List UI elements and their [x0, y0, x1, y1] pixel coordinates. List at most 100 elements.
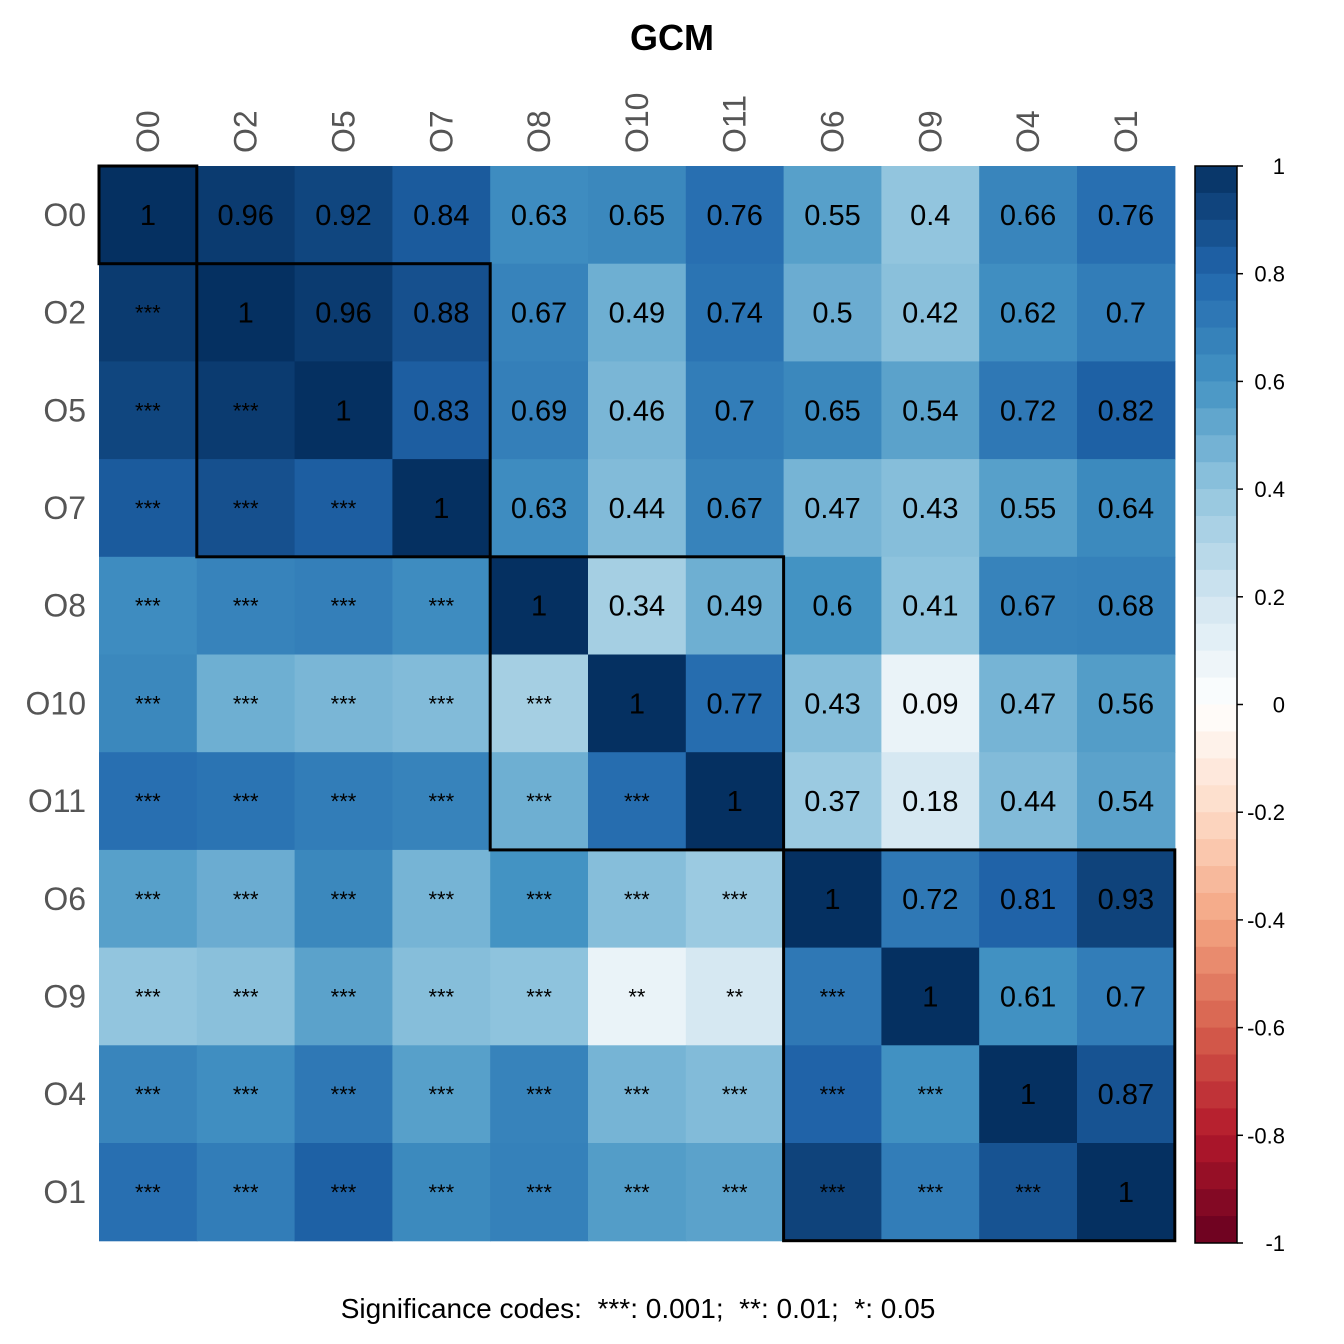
heatmap-cell-O0-O7 [392, 166, 491, 265]
heatmap-cell-O6-O4 [979, 849, 1078, 949]
cell-value-label: 0.54 [902, 395, 958, 427]
cell-significance-label: *** [722, 1180, 748, 1205]
heatmap-cell-O5-O7 [392, 361, 491, 460]
legend-color-band [1195, 569, 1237, 598]
legend-color-band [1195, 758, 1237, 786]
heatmap-cell-O7-O4 [979, 459, 1078, 558]
cell-significance-label: *** [428, 789, 454, 814]
cell-significance-label: *** [722, 887, 748, 912]
heatmap-cell-O7-O8 [490, 459, 589, 558]
heatmap-cell-O4-O4 [979, 1045, 1078, 1144]
cell-significance-label: *** [526, 691, 552, 716]
cell-value-label: 0.6 [812, 591, 852, 623]
cell-value-label: 0.96 [315, 298, 371, 330]
cell-significance-label: *** [233, 984, 259, 1009]
column-label: O7 [423, 110, 459, 153]
cell-value-label: 1 [140, 200, 156, 232]
cell-significance-label: *** [135, 496, 161, 521]
cell-value-label: 0.96 [217, 200, 273, 232]
legend-color-band [1195, 462, 1237, 490]
legend-color-band [1195, 1027, 1237, 1056]
cluster-box [97, 164, 199, 266]
legend-color-band [1195, 1189, 1237, 1217]
legend-color-band [1195, 192, 1237, 221]
cell-significance-label: *** [526, 1082, 552, 1107]
heatmap-cell-O8-O2 [196, 556, 296, 656]
heatmap-cell-O6-O2 [196, 849, 296, 949]
heatmap-cell-O9-O7 [392, 947, 491, 1046]
legend-tick-label: -1 [1265, 1231, 1285, 1256]
heatmap-cell-O9-O9 [881, 947, 980, 1046]
heatmap-cell-O5-O8 [490, 361, 589, 460]
heatmap-cell-O10-O0 [99, 654, 198, 753]
heatmap-cell-O7-O10 [588, 459, 687, 558]
heatmap-cell-O7-O1 [1077, 459, 1176, 558]
heatmap-cell-O5-O10 [588, 361, 687, 460]
row-label: O6 [43, 881, 86, 917]
legend-color-band [1195, 704, 1237, 732]
cell-significance-label: *** [233, 789, 259, 814]
legend-tick-label: -0.8 [1247, 1123, 1285, 1148]
heatmap-cell-O11-O5 [294, 752, 393, 851]
heatmap-cell-O6-O9 [881, 849, 980, 949]
cell-significance-label: *** [135, 984, 161, 1009]
legend-color-band [1195, 354, 1237, 382]
heatmap-cell-O1-O10 [588, 1143, 687, 1242]
row-label: O4 [43, 1076, 86, 1112]
heatmap-cell-O10-O8 [490, 654, 589, 753]
legend-color-band [1195, 596, 1237, 625]
cell-significance-label: *** [428, 594, 454, 619]
heatmap-cell-O4-O8 [490, 1045, 589, 1144]
cell-significance-label: *** [331, 887, 357, 912]
legend-color-band [1195, 300, 1237, 329]
cell-value-label: 0.76 [706, 200, 762, 232]
heatmap-cell-O10-O7 [392, 654, 491, 753]
cell-value-label: 1 [824, 884, 840, 916]
column-label: O11 [717, 95, 753, 153]
heatmap-cell-O0-O8 [490, 166, 589, 265]
cell-significance-label: *** [428, 691, 454, 716]
heatmap-cell-O10-O10 [588, 654, 687, 753]
column-label: O1 [1108, 110, 1144, 153]
legend-color-band [1195, 381, 1237, 409]
column-label: O8 [521, 110, 557, 153]
heatmap-cell-O0-O11 [685, 166, 785, 265]
heatmap-cell-O7-O11 [685, 459, 785, 558]
heatmap-cell-O10-O6 [783, 654, 882, 753]
cell-value-label: 1 [629, 688, 645, 720]
cell-value-label: 0.67 [511, 298, 567, 330]
row-label: O1 [43, 1174, 86, 1210]
heatmap-cell-O1-O11 [685, 1143, 785, 1242]
legend-color-band [1195, 166, 1237, 194]
legend-tick-label: 0.8 [1254, 262, 1285, 287]
cell-value-label: 0.62 [1000, 298, 1056, 330]
heatmap-cell-O7-O7 [392, 459, 491, 558]
heatmap-cell-O5-O0 [99, 361, 198, 460]
heatmap-cell-O11-O4 [979, 752, 1078, 851]
heatmap-cell-O6-O7 [392, 849, 491, 949]
heatmap-cell-O9-O4 [979, 947, 1078, 1046]
cell-significance-label: *** [331, 594, 357, 619]
cell-significance-label: *** [331, 1082, 357, 1107]
heatmap-cell-O1-O8 [490, 1143, 589, 1242]
heatmap-cell-O8-O10 [588, 556, 687, 656]
column-label: O2 [228, 110, 264, 153]
heatmap-cell-O2-O2 [196, 263, 296, 362]
cell-significance-label: *** [331, 1180, 357, 1205]
cell-significance-label: *** [233, 1180, 259, 1205]
heatmap-cell-O9-O0 [99, 947, 198, 1046]
heatmap-cell-O9-O6 [783, 947, 882, 1046]
cell-value-label: 0.47 [804, 493, 860, 525]
cell-value-label: 0.7 [1106, 298, 1146, 330]
cluster-box [782, 848, 1177, 1243]
cell-value-label: 0.88 [413, 298, 469, 330]
cell-value-label: 1 [922, 981, 938, 1013]
cell-value-label: 0.69 [511, 395, 567, 427]
cluster-boxes [97, 164, 1177, 1243]
heatmap-cell-O5-O11 [685, 361, 785, 460]
heatmap-cell-O1-O1 [1077, 1143, 1176, 1242]
cell-significance-label: *** [233, 1082, 259, 1107]
heatmap-cell-O0-O9 [881, 166, 980, 265]
heatmap-cell-O5-O2 [196, 361, 296, 460]
heatmap-cell-O1-O7 [392, 1143, 491, 1242]
